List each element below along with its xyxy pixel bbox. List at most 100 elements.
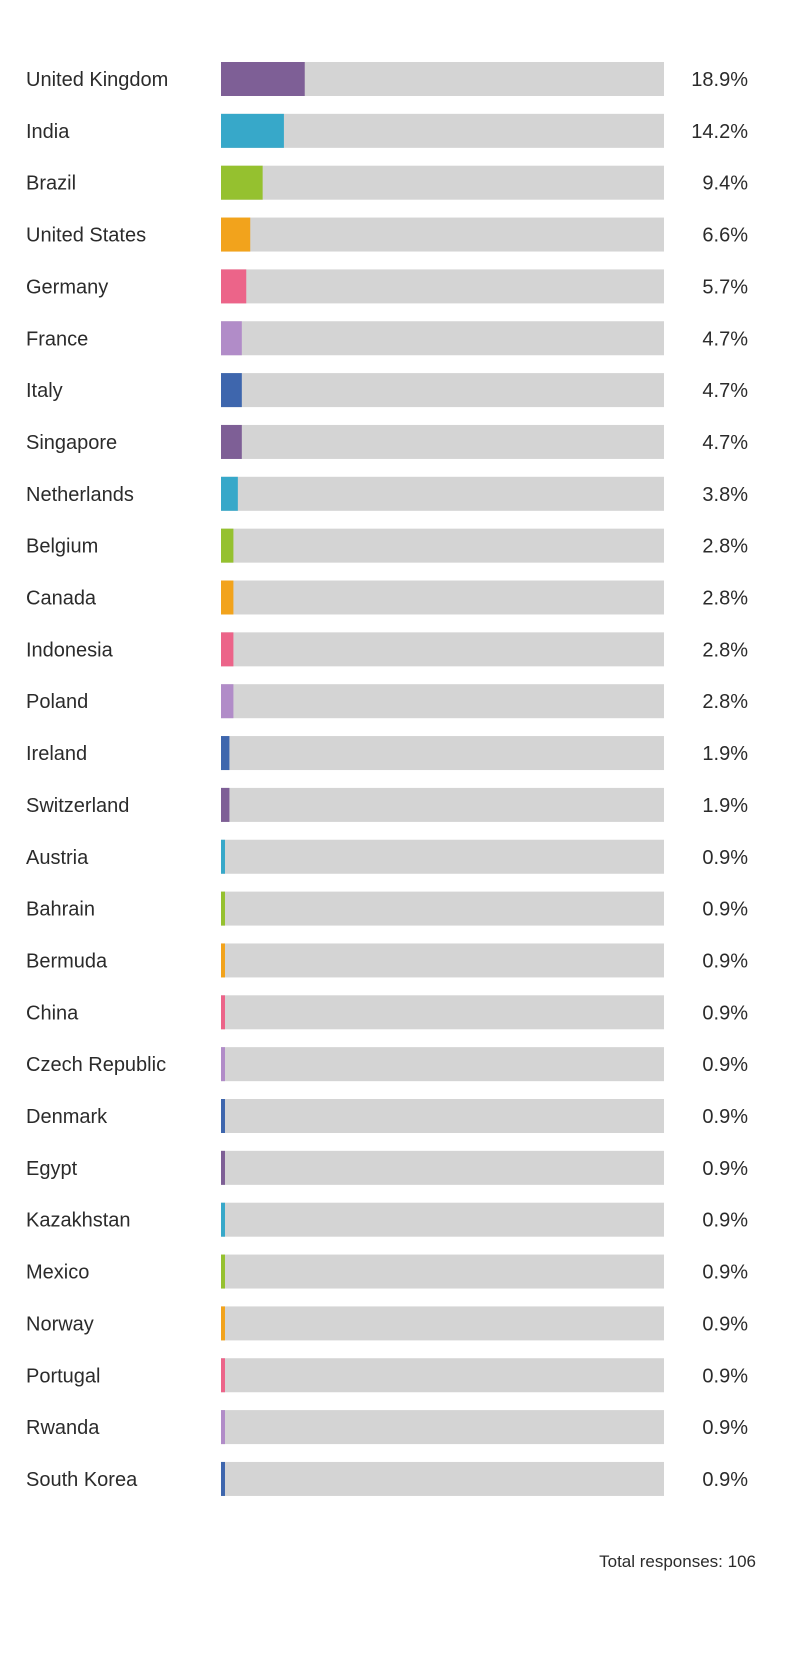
bar — [221, 736, 230, 771]
bar-track — [221, 528, 664, 563]
bar — [221, 839, 225, 874]
value-label: 0.9% — [702, 1469, 748, 1491]
chart-rows: United Kingdom 18.9% India 14.2% Brazil 9.4% U… — [26, 62, 748, 1496]
bar-track — [221, 736, 664, 771]
chart-row: Mexico 0.9% — [26, 1254, 748, 1289]
country-label: Czech Republic — [26, 1054, 166, 1076]
value-label: 14.2% — [691, 121, 748, 143]
chart-row: Bermuda 0.9% — [26, 943, 748, 978]
country-label: Denmark — [26, 1106, 108, 1128]
bar — [221, 373, 242, 408]
value-label: 1.9% — [702, 795, 748, 817]
country-label: Indonesia — [26, 639, 114, 661]
value-label: 0.9% — [702, 1365, 748, 1387]
bar — [221, 632, 234, 667]
total-responses-label: Total responses: 106 — [599, 1552, 756, 1571]
bar-track — [221, 321, 664, 356]
chart-row: Indonesia 2.8% — [26, 632, 748, 667]
bar-track — [221, 943, 664, 978]
chart-row: Denmark 0.9% — [26, 1099, 748, 1133]
bar-track — [221, 476, 664, 511]
country-label: France — [26, 328, 88, 350]
value-label: 0.9% — [702, 899, 748, 921]
chart-row: South Korea 0.9% — [26, 1461, 748, 1496]
chart-row: Egypt 0.9% — [26, 1150, 748, 1185]
country-label: Singapore — [26, 432, 117, 454]
value-label: 0.9% — [702, 1158, 748, 1180]
bar — [221, 217, 251, 252]
country-label: Austria — [26, 847, 89, 869]
value-label: 3.8% — [702, 484, 748, 506]
bar-track — [221, 839, 664, 874]
chart-row: India 14.2% — [26, 113, 748, 148]
country-label: Portugal — [26, 1365, 101, 1387]
value-label: 0.9% — [702, 1106, 748, 1128]
chart-row: Belgium 2.8% — [26, 528, 748, 563]
chart-row: Poland 2.8% — [26, 684, 748, 719]
bar-track — [221, 1254, 664, 1289]
bar — [221, 62, 305, 96]
value-label: 0.9% — [702, 1262, 748, 1284]
bar-track — [221, 424, 664, 459]
bar — [221, 1358, 225, 1393]
bar — [221, 1461, 225, 1496]
bar-track — [221, 373, 664, 408]
chart-row: Netherlands 3.8% — [26, 476, 748, 511]
value-label: 6.6% — [702, 225, 748, 247]
country-label: Kazakhstan — [26, 1210, 131, 1232]
bar — [221, 113, 284, 148]
country-label: Norway — [26, 1313, 94, 1335]
country-label: Bahrain — [26, 899, 95, 921]
bar-track — [221, 113, 664, 148]
bar — [221, 943, 225, 978]
bar — [221, 1202, 225, 1237]
bar-track — [221, 1306, 664, 1341]
chart-row: Czech Republic 0.9% — [26, 1047, 748, 1082]
value-label: 9.4% — [702, 173, 748, 195]
value-label: 18.9% — [691, 69, 748, 91]
value-label: 0.9% — [702, 1054, 748, 1076]
value-label: 2.8% — [702, 691, 748, 713]
bar — [221, 1150, 225, 1185]
chart-row: China 0.9% — [26, 995, 748, 1030]
value-label: 4.7% — [702, 380, 748, 402]
chart-row: United States 6.6% — [26, 217, 748, 252]
chart-row: Portugal 0.9% — [26, 1358, 748, 1393]
bar — [221, 321, 242, 356]
value-label: 0.9% — [702, 950, 748, 972]
chart-row: Rwanda 0.9% — [26, 1410, 748, 1445]
chart-row: Germany 5.7% — [26, 269, 748, 304]
country-label: United Kingdom — [26, 69, 168, 91]
bar-track — [221, 580, 664, 615]
bar — [221, 528, 234, 563]
bar — [221, 787, 230, 822]
chart-row: Singapore 4.7% — [26, 424, 748, 459]
bar — [221, 424, 242, 459]
value-label: 0.9% — [702, 847, 748, 869]
chart-row: Ireland 1.9% — [26, 736, 748, 771]
bar-track — [221, 165, 664, 200]
bar-track — [221, 684, 664, 719]
bar — [221, 1099, 225, 1133]
country-label: United States — [26, 225, 146, 247]
country-label: Mexico — [26, 1262, 89, 1284]
bar — [221, 1047, 225, 1082]
bar — [221, 165, 263, 200]
bar-track — [221, 1202, 664, 1237]
country-label: China — [26, 1002, 79, 1024]
country-label: India — [26, 121, 70, 143]
country-label: Italy — [26, 380, 63, 402]
country-label: Poland — [26, 691, 88, 713]
country-label: Rwanda — [26, 1417, 100, 1439]
value-label: 2.8% — [702, 536, 748, 558]
bar-track — [221, 787, 664, 822]
chart-row: United Kingdom 18.9% — [26, 62, 748, 96]
bar — [221, 891, 225, 926]
bar-track — [221, 632, 664, 667]
chart-row: France 4.7% — [26, 321, 748, 356]
bar-track — [221, 217, 664, 252]
value-label: 4.7% — [702, 432, 748, 454]
country-label: Germany — [26, 276, 108, 298]
country-label: Canada — [26, 588, 97, 610]
